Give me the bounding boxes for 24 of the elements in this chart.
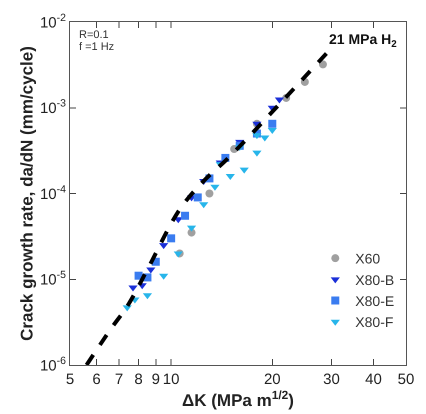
y-tick-label: 10$^{-5}$ [40, 269, 66, 288]
x-tick-label: 8 [134, 371, 143, 388]
x-tick-label: 10 [162, 371, 180, 388]
x-tick-label: 7 [114, 371, 124, 388]
annotation: R=0.1 [79, 29, 109, 41]
y-tick-label: 10$^{-6}$ [40, 354, 66, 374]
legend-label: X80-F [355, 314, 394, 330]
x-tick-label: 5 [66, 371, 74, 388]
annotation: f =1 Hz [79, 41, 114, 53]
x-tick-label: 40 [365, 371, 382, 388]
x-axis-title: ΔK (MPa m$^{1/2}$) [182, 388, 294, 410]
x-tick-label: 9 [152, 371, 160, 388]
x-tick-label: 30 [323, 371, 340, 388]
x-tick-label: 50 [398, 371, 414, 388]
legend-label: X60 [355, 250, 380, 267]
x-tick-label: 20 [264, 371, 281, 388]
y-tick-label: 10$^{-3}$ [40, 98, 66, 117]
y-axis-title: Crack growth rate, da/dN (mm/cycle) [18, 46, 37, 341]
legend-label: X80-E [355, 293, 394, 310]
legend-label: X80-B [355, 272, 394, 288]
annotation: 21 MPa H$_{2}$ [329, 31, 398, 50]
x-tick-label: 6 [92, 371, 101, 388]
y-tick-label: 10$^{-4}$ [40, 183, 66, 203]
y-tick-label: 10$^{-2}$ [40, 12, 66, 32]
